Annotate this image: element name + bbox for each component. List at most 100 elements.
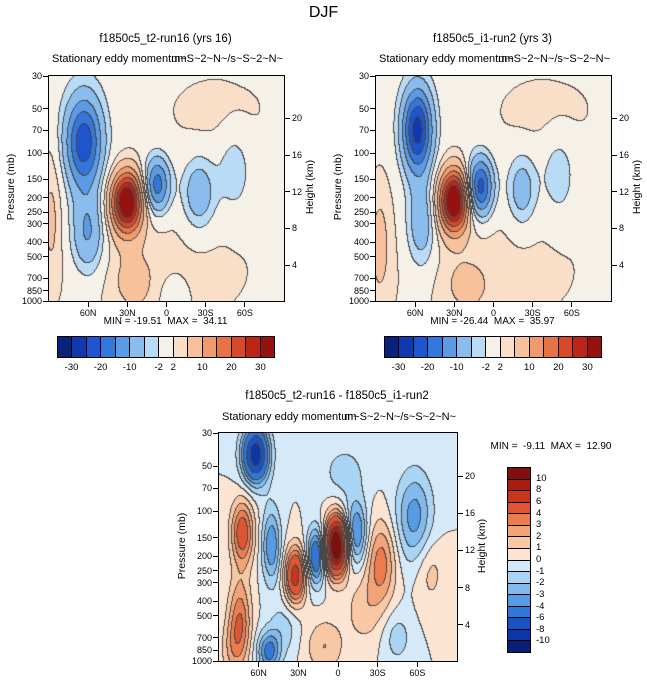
- pressure-tick-label: 70: [358, 125, 369, 136]
- colorbar-box: [385, 337, 400, 357]
- pressure-tick-label: 200: [196, 551, 212, 562]
- latitude-tick: [258, 661, 260, 667]
- colorbar-box: [508, 468, 530, 480]
- pressure-tick-label: 30: [31, 71, 42, 81]
- latitude-tick-label: 30N: [290, 668, 307, 678]
- colorbar-tick-label: 20: [226, 362, 237, 373]
- pressure-tick: [370, 197, 376, 199]
- pressure-tick: [370, 108, 376, 110]
- pressure-tick: [43, 223, 49, 225]
- panel-1-title: f1850c5_t2-run16 (yrs 16): [99, 33, 232, 45]
- panel-diff-title: f1850c5_t2-run16 - f1850c5_i1-run2: [245, 390, 429, 402]
- height-tick-label: 16: [465, 508, 476, 519]
- field-name-label: Stationary eddy momentum: [379, 53, 514, 65]
- height-tick-label: 4: [465, 619, 471, 630]
- colorbar-box: [115, 337, 131, 357]
- colorbar-tick-label: -4: [536, 600, 545, 612]
- colorbar-tick-label: -2: [154, 362, 163, 373]
- colorbar-box: [399, 337, 414, 357]
- colorbar-box: [442, 337, 458, 357]
- colorbar-box: [231, 337, 247, 357]
- colorbar-tick-label: -2: [481, 362, 490, 373]
- pressure-tick: [213, 649, 219, 651]
- diff-colorbar: [507, 467, 531, 653]
- pressure-tick: [43, 108, 49, 110]
- minmax-label-diff: MIN = -9.11 MAX = 12.90: [490, 441, 612, 452]
- colorbar-box: [101, 337, 116, 357]
- colorbar-box: [486, 337, 501, 357]
- colorbar-tick-label: -2: [536, 577, 545, 589]
- pressure-tick-label: 400: [26, 237, 42, 248]
- height-tick-label: 4: [292, 260, 298, 271]
- latitude-tick: [571, 301, 573, 307]
- colorbar-box: [508, 514, 530, 526]
- pressure-tick-label: 150: [196, 532, 212, 543]
- latitude-tick: [205, 301, 207, 307]
- pressure-tick: [370, 129, 376, 131]
- pressure-tick-label: 300: [196, 577, 212, 588]
- height-tick-label: 4: [619, 260, 625, 271]
- contour-plot-diff: 30 50 70 100 150 200 250 300 400 500 700 850 1000 20 1…: [192, 428, 475, 678]
- height-axis-label: Height (km): [304, 159, 316, 215]
- colorbar-tick-label: -30: [64, 362, 79, 373]
- pressure-tick: [43, 152, 49, 154]
- pressure-tick: [213, 570, 219, 572]
- pressure-tick-label: 250: [196, 565, 212, 576]
- colorbar-box: [86, 337, 102, 357]
- height-tick: [284, 191, 290, 193]
- latitude-tick: [126, 301, 128, 307]
- pressure-tick-label: 250: [353, 207, 369, 218]
- pressure-tick: [213, 637, 219, 639]
- height-tick-label: 12: [619, 186, 630, 197]
- colorbar-tick-label: 3: [536, 519, 542, 531]
- units-label: m~S~2~N~/s~S~2~N~: [344, 411, 456, 423]
- latitude-tick: [416, 661, 418, 667]
- colorbar: [384, 336, 602, 358]
- field-name-label: Stationary eddy momentum: [222, 411, 357, 423]
- pressure-tick: [370, 211, 376, 213]
- colorbar-box: [457, 337, 472, 357]
- pressure-tick-label: 30: [358, 71, 369, 81]
- latitude-tick: [166, 301, 167, 307]
- panel-diff-subtitle: Stationary eddy momentum m~S~2~N~/s~S~2~…: [218, 411, 456, 425]
- pressure-tick-label: 150: [353, 174, 369, 185]
- pressure-tick-label: 100: [196, 506, 212, 517]
- colorbar-box: [72, 337, 87, 357]
- height-tick-label: 20: [465, 471, 476, 482]
- colorbar-box: [508, 641, 530, 652]
- pressure-tick: [213, 555, 219, 557]
- colorbar-tick-label: 30: [255, 362, 266, 373]
- colorbar-box: [508, 479, 530, 492]
- latitude-tick-label: 60S: [409, 668, 426, 678]
- pressure-tick-label: 50: [201, 461, 212, 472]
- height-tick: [284, 117, 290, 119]
- pressure-tick-label: 700: [353, 273, 369, 284]
- colorbar-tick-label: 8: [536, 484, 542, 496]
- pressure-tick-label: 850: [26, 285, 42, 296]
- height-tick: [457, 587, 463, 589]
- colorbar-box: [587, 337, 602, 357]
- contour-field-diff: [219, 433, 457, 661]
- latitude-tick-label: 30S: [524, 308, 541, 318]
- latitude-tick-label: 60N: [406, 308, 424, 318]
- height-tick: [611, 191, 617, 193]
- colorbar-tick-label: 0: [536, 554, 542, 565]
- pressure-tick: [213, 600, 219, 602]
- height-tick-label: 20: [292, 113, 303, 124]
- pressure-tick: [213, 510, 219, 512]
- pressure-tick-label: 250: [26, 207, 42, 218]
- pressure-tick-label: 300: [353, 218, 369, 229]
- pressure-tick-label: 70: [31, 125, 42, 136]
- pressure-tick: [370, 152, 376, 154]
- colorbar-box: [508, 618, 530, 630]
- pressure-tick-label: 1000: [191, 656, 212, 666]
- height-tick: [284, 227, 290, 229]
- pressure-tick-label: 50: [358, 103, 369, 114]
- pressure-tick: [370, 256, 376, 258]
- latitude-tick-label: 60S: [563, 308, 580, 318]
- colorbar-box: [58, 337, 73, 357]
- colorbar-tick-label: -8: [536, 623, 545, 635]
- pressure-tick-label: 500: [353, 251, 369, 262]
- colorbar: [57, 336, 275, 358]
- colorbar-box: [508, 548, 530, 561]
